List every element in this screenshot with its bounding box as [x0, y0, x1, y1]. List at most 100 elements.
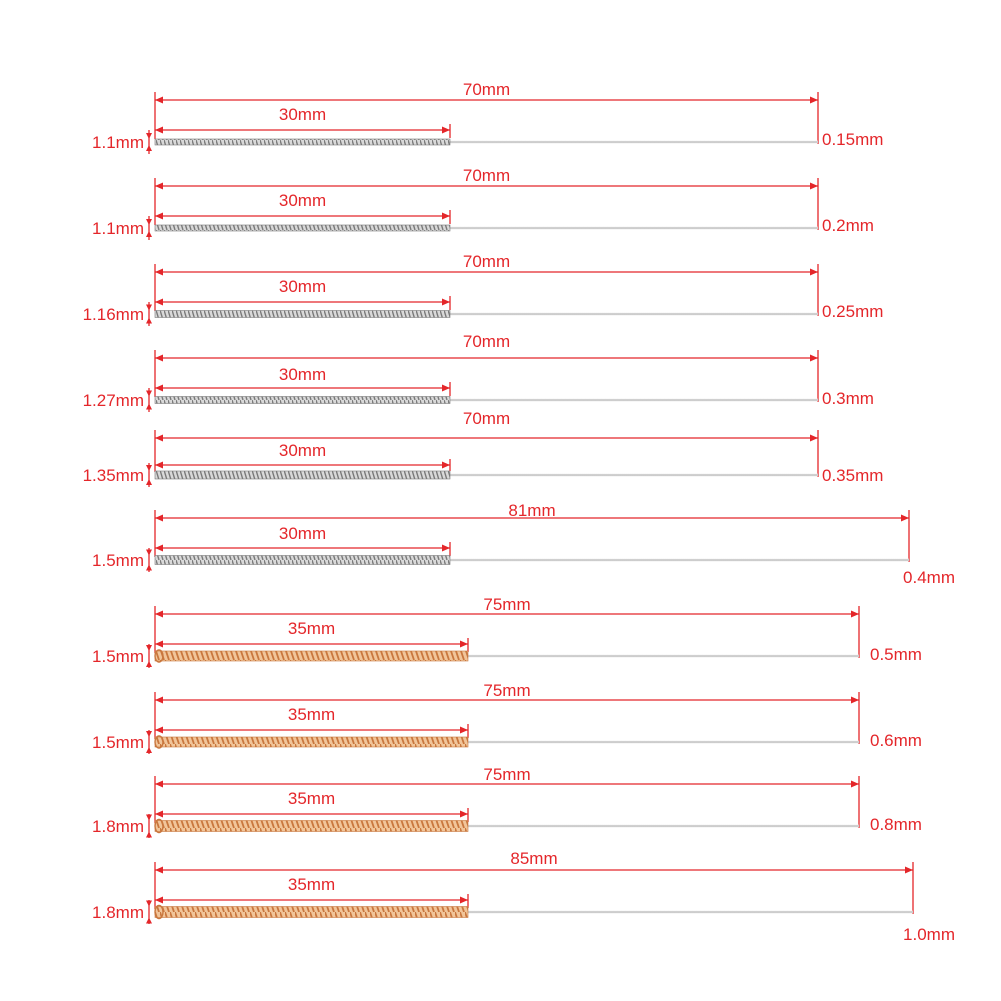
coil-handle — [154, 396, 451, 404]
handle-length-label: 35mm — [288, 619, 335, 638]
total-length-dimension-arrow-right — [851, 696, 859, 704]
tip-diameter-label: 0.8mm — [870, 815, 922, 834]
coil-handle — [154, 310, 451, 318]
total-length-dimension-arrow-left — [155, 354, 163, 362]
total-length-dimension-arrow-right — [810, 354, 818, 362]
handle-diameter-label: 1.27mm — [83, 391, 144, 410]
needle-row: 70mm 30mm 1.1mm 0.2mm — [92, 166, 874, 240]
handle-length-label: 35mm — [288, 705, 335, 724]
handle-length-dimension-arrow-left — [155, 298, 163, 306]
needle-row: 70mm 30mm 1.1mm 0.15mm — [92, 80, 883, 154]
handle-diameter-label: 1.35mm — [83, 466, 144, 485]
total-length-dimension-arrow-right — [810, 182, 818, 190]
handle-length-label: 30mm — [279, 277, 326, 296]
total-length-dimension-arrow-left — [155, 696, 163, 704]
diameter-arrow-bottom — [146, 317, 152, 324]
needle-shaft — [450, 473, 818, 477]
handle-diameter-label: 1.16mm — [83, 305, 144, 324]
handle-length-label: 30mm — [279, 105, 326, 124]
handle-length-dimension-arrow-left — [155, 640, 163, 648]
handle-length-dimension-arrow-right — [460, 726, 468, 734]
total-length-label: 70mm — [463, 166, 510, 185]
handle-diameter-label: 1.5mm — [92, 733, 144, 752]
diameter-arrow-top — [146, 219, 152, 225]
diameter-arrow-top — [146, 549, 152, 556]
handle-length-label: 35mm — [288, 875, 335, 894]
tip-diameter-label: 0.15mm — [822, 130, 883, 149]
tip-diameter-label: 0.5mm — [870, 645, 922, 664]
needle-shaft — [450, 312, 818, 316]
total-length-dimension-arrow-left — [155, 268, 163, 276]
handle-length-dimension-arrow-right — [442, 298, 450, 306]
handle-length-dimension-arrow-left — [155, 544, 163, 552]
diameter-arrow-bottom — [146, 145, 152, 151]
coil-handle — [154, 736, 469, 748]
coil-handle — [154, 820, 469, 832]
needle-row: 75mm 35mm 1.8mm 0.8mm — [92, 765, 922, 838]
coil-handle — [154, 224, 451, 232]
handle-diameter-label: 1.1mm — [92, 133, 144, 152]
total-length-label: 70mm — [463, 409, 510, 428]
tip-diameter-label: 0.6mm — [870, 731, 922, 750]
handle-length-dimension-arrow-right — [442, 544, 450, 552]
handle-diameter-label: 1.8mm — [92, 817, 144, 836]
needle-shaft — [450, 140, 818, 144]
coil-handle — [154, 906, 469, 918]
total-length-label: 70mm — [463, 252, 510, 271]
total-length-dimension-arrow-left — [155, 514, 163, 522]
handle-diameter-label: 1.1mm — [92, 219, 144, 238]
diameter-arrow-top — [146, 900, 152, 907]
diameter-arrow-top — [146, 814, 152, 821]
diameter-arrow-top — [146, 390, 152, 397]
handle-length-dimension-arrow-left — [155, 896, 163, 904]
diameter-arrow-bottom — [146, 917, 152, 924]
needle-row: 75mm 35mm 1.5mm 0.5mm — [92, 595, 922, 668]
needle-row: 70mm 30mm 1.27mm 0.3mm — [83, 332, 874, 412]
handle-length-label: 30mm — [279, 365, 326, 384]
total-length-dimension-arrow-right — [905, 866, 913, 874]
diameter-arrow-top — [146, 304, 152, 311]
total-length-dimension-arrow-right — [810, 268, 818, 276]
handle-loop — [154, 649, 164, 663]
diameter-arrow-bottom — [146, 231, 152, 237]
tip-diameter-label: 0.25mm — [822, 302, 883, 321]
tip-diameter-label: 0.2mm — [822, 216, 874, 235]
diameter-arrow-bottom — [146, 564, 152, 571]
tip-diameter-label: 0.35mm — [822, 466, 883, 485]
total-length-dimension-arrow-left — [155, 434, 163, 442]
handle-loop — [154, 735, 164, 749]
handle-length-dimension-arrow-right — [442, 126, 450, 134]
handle-length-dimension-arrow-left — [155, 384, 163, 392]
handle-diameter-label: 1.8mm — [92, 903, 144, 922]
tip-diameter-label: 0.4mm — [903, 568, 955, 587]
diameter-arrow-top — [146, 645, 152, 651]
needle-shaft — [450, 398, 818, 402]
total-length-label: 75mm — [483, 765, 530, 784]
diameter-arrow-bottom — [146, 747, 152, 753]
needle-shaft — [468, 740, 859, 744]
total-length-dimension-arrow-right — [851, 610, 859, 618]
handle-loop — [154, 818, 164, 834]
total-length-dimension-arrow-left — [155, 780, 163, 788]
diameter-arrow-bottom — [146, 479, 152, 485]
total-length-dimension-arrow-right — [851, 780, 859, 788]
needle-row: 70mm 30mm 1.35mm 0.35mm — [83, 409, 883, 487]
handle-loop — [154, 904, 164, 920]
total-length-dimension-arrow-right — [810, 96, 818, 104]
needle-row: 85mm 35mm 1.8mm 1.0mm — [92, 849, 955, 944]
diameter-arrow-bottom — [146, 661, 152, 667]
tip-diameter-label: 1.0mm — [903, 925, 955, 944]
handle-length-dimension-arrow-left — [155, 726, 163, 734]
handle-length-dimension-arrow-right — [460, 640, 468, 648]
needle-row: 75mm 35mm 1.5mm 0.6mm — [92, 681, 922, 754]
handle-length-dimension-arrow-left — [155, 126, 163, 134]
total-length-dimension-arrow-left — [155, 610, 163, 618]
handle-length-dimension-arrow-right — [460, 810, 468, 818]
coil-handle — [154, 470, 451, 480]
handle-diameter-label: 1.5mm — [92, 551, 144, 570]
total-length-label: 75mm — [483, 595, 530, 614]
handle-diameter-label: 1.5mm — [92, 647, 144, 666]
handle-length-dimension-arrow-right — [442, 461, 450, 469]
total-length-label: 75mm — [483, 681, 530, 700]
handle-length-label: 30mm — [279, 191, 326, 210]
